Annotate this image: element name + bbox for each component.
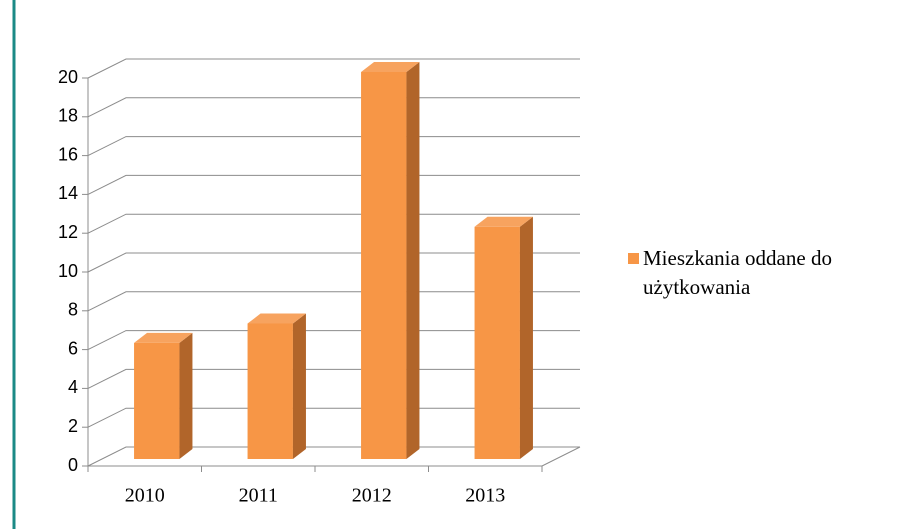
bar-side xyxy=(519,216,533,459)
bar-front xyxy=(361,72,407,459)
bar xyxy=(247,313,306,459)
legend-label: Mieszkania oddane do użytkowania xyxy=(643,246,832,299)
grid-line xyxy=(87,213,580,234)
y-tick-label: 10 xyxy=(58,261,78,281)
x-tick-label: 2011 xyxy=(239,485,278,507)
grid-line xyxy=(87,446,580,467)
grid-line xyxy=(87,58,580,79)
bar-front xyxy=(474,226,520,459)
y-tick-label: 0 xyxy=(68,455,78,475)
bar-top xyxy=(247,313,306,324)
x-tick-label: 2012 xyxy=(352,485,392,507)
y-tick-label: 8 xyxy=(68,300,78,320)
x-tick-label: 2013 xyxy=(465,485,505,507)
grid-line xyxy=(87,407,580,428)
y-tick-label: 16 xyxy=(58,144,78,164)
bar xyxy=(361,62,420,459)
legend: Mieszkania oddane do użytkowania xyxy=(628,244,888,302)
y-tick-label: 6 xyxy=(68,338,78,358)
bar xyxy=(474,216,533,459)
bar xyxy=(134,332,193,459)
grid-line xyxy=(87,174,580,195)
y-tick-label: 12 xyxy=(58,222,78,242)
bar-side xyxy=(292,313,306,459)
floor-line xyxy=(541,446,581,467)
y-tick-label: 4 xyxy=(68,377,78,397)
legend-swatch xyxy=(628,253,639,264)
x-tick-label: 2010 xyxy=(125,485,165,507)
bar-top xyxy=(134,332,193,343)
grid-line xyxy=(87,136,580,157)
bar-front xyxy=(134,342,180,459)
bar-side xyxy=(406,62,420,459)
bar-top xyxy=(361,62,420,72)
y-tick-label: 18 xyxy=(58,106,78,126)
bar-top xyxy=(474,216,533,227)
bar-side xyxy=(179,332,193,459)
grid-line xyxy=(87,97,580,118)
bar-front xyxy=(247,323,293,459)
y-tick-label: 20 xyxy=(58,67,78,87)
grid-line xyxy=(87,368,580,389)
y-tick-label: 2 xyxy=(68,416,78,436)
grid-line xyxy=(87,291,580,312)
y-tick-label: 14 xyxy=(58,183,78,203)
grid-line xyxy=(87,252,580,273)
grid-line xyxy=(87,330,580,351)
